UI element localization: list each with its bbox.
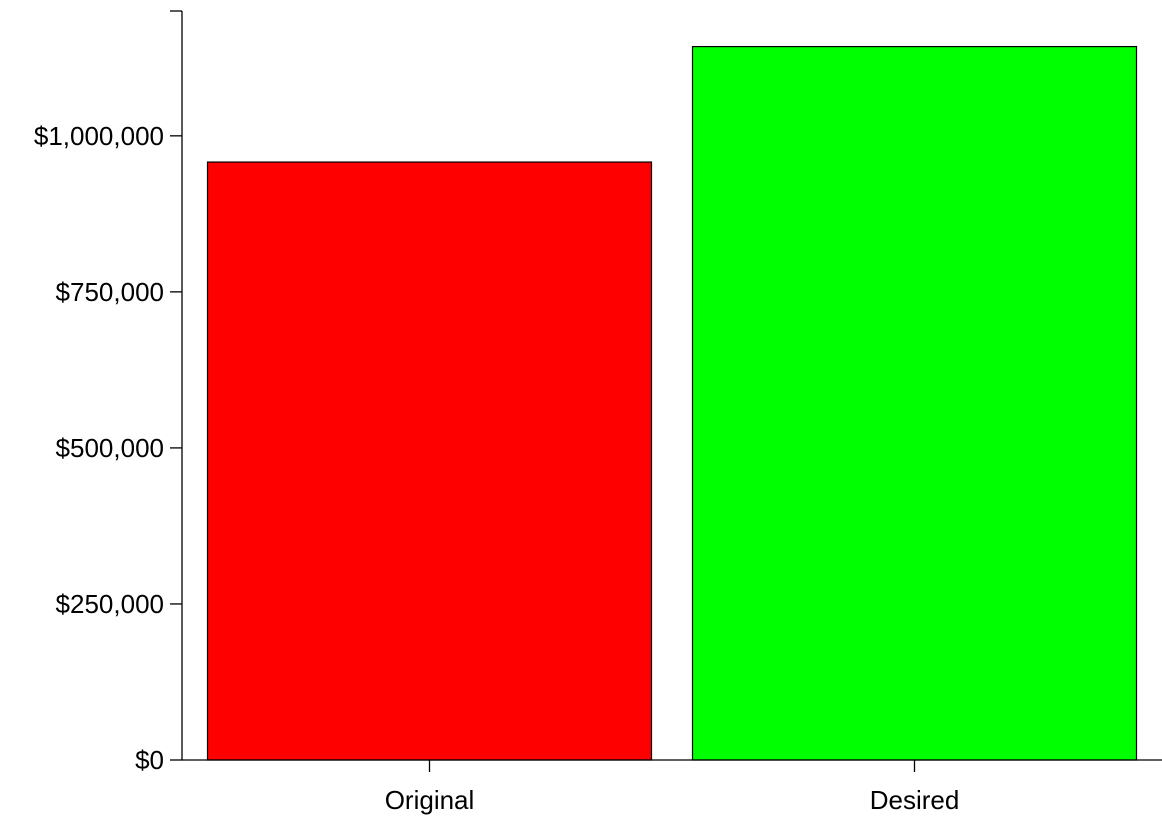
x-tick-label: Original [385, 785, 475, 815]
y-tick-label: $250,000 [56, 589, 164, 619]
y-ticks: $0 $250,000 $500,000 $750,000 $1,000,000 [34, 10, 182, 775]
y-tick-label: $500,000 [56, 433, 164, 463]
y-tick-label: $1,000,000 [34, 121, 164, 151]
bar-original [206, 161, 653, 761]
x-tick-label: Desired [870, 785, 960, 815]
y-tick-label: $750,000 [56, 277, 164, 307]
y-tick-label: $0 [135, 745, 164, 775]
x-ticks: Original Desired [385, 760, 960, 815]
bars [206, 45, 1138, 761]
x-axis: Original Desired [182, 759, 1162, 815]
y-axis: $0 $250,000 $500,000 $750,000 $1,000,000 [34, 10, 183, 775]
bar-desired [691, 45, 1138, 761]
